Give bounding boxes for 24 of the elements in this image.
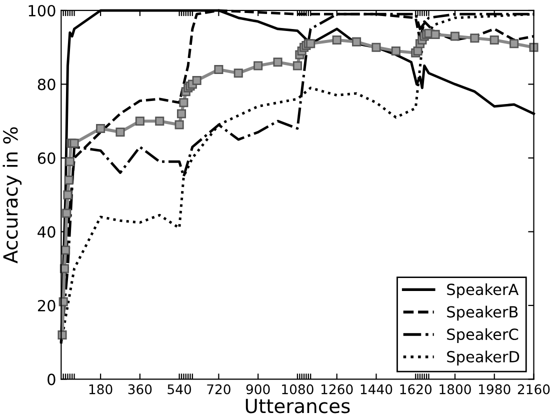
y-tick-label: 100 bbox=[28, 4, 56, 16]
x-tick-label: 720 bbox=[207, 384, 230, 394]
x-tick-label: 1080 bbox=[282, 384, 314, 394]
x-tick-label: 360 bbox=[128, 384, 152, 394]
y-axis-title: Accuracy in % bbox=[2, 127, 22, 264]
y-tick-label: 60 bbox=[38, 152, 56, 164]
x-tick-label: 900 bbox=[246, 384, 270, 394]
x-tick-label: 1440 bbox=[360, 384, 392, 394]
x-tick-label: 540 bbox=[168, 384, 192, 394]
y-tick-label: 20 bbox=[38, 300, 56, 312]
legend-label: SpeakerA bbox=[447, 283, 519, 298]
legend-label: SpeakerD bbox=[447, 350, 520, 366]
x-tick-label: 1800 bbox=[440, 384, 471, 394]
x-tick-label: 180 bbox=[89, 384, 112, 394]
y-tick-label: 80 bbox=[38, 78, 56, 90]
x-axis-title: Utterances bbox=[246, 398, 350, 414]
legend-label: SpeakerC bbox=[447, 328, 518, 344]
y-tick-label: 40 bbox=[38, 226, 56, 238]
x-tick-label: 1980 bbox=[479, 384, 510, 394]
legend-label: SpeakerB bbox=[447, 306, 518, 321]
x-tick-label: 2160 bbox=[518, 384, 550, 394]
x-tick-label: 1620 bbox=[400, 384, 432, 394]
x-tick-label: 1260 bbox=[322, 384, 353, 394]
y-tick-label: 0 bbox=[48, 374, 56, 386]
